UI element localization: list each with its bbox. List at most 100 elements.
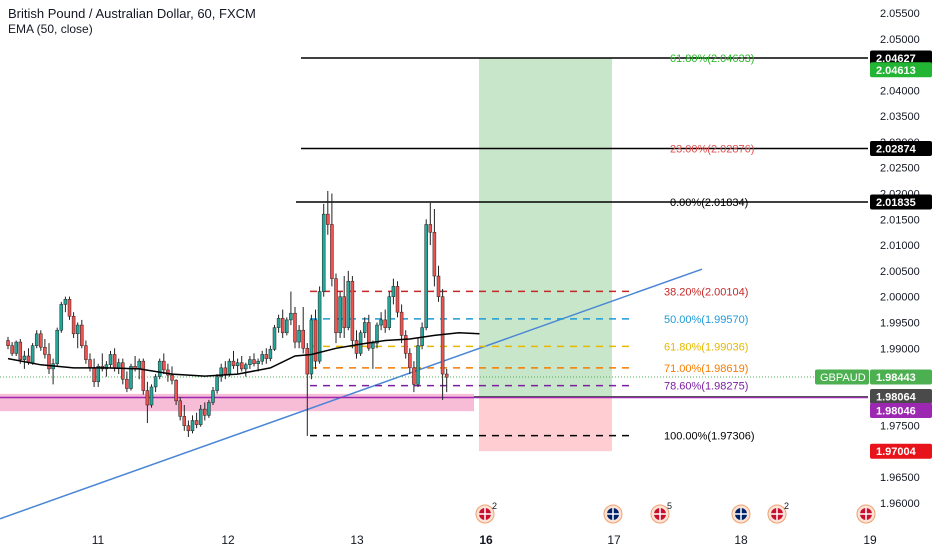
candle-53 [223, 367, 228, 375]
fib-label-6: 71.00%(1.98619) [664, 363, 748, 375]
fib-label-2: 0.00%(2.01834) [670, 197, 748, 209]
price-badge-2 [870, 140, 932, 156]
candle-47 [198, 408, 203, 425]
event-marker-2[interactable]: 5 [650, 501, 672, 524]
candle-76 [317, 291, 322, 362]
candle-65 [272, 327, 277, 350]
candle-70 [293, 312, 297, 343]
candle-75 [313, 319, 318, 362]
candle-59 [248, 359, 252, 366]
candle-46 [194, 420, 199, 425]
candle-78 [326, 213, 330, 225]
candle-44 [186, 425, 191, 432]
candle-10 [47, 354, 51, 370]
time-tick: 18 [734, 533, 748, 547]
event-marker-4[interactable]: 2 [767, 501, 789, 524]
candle-34 [145, 390, 150, 406]
indicator-legend: EMA (50, close) [8, 22, 93, 36]
candle-36 [153, 376, 158, 388]
time-tick: 17 [607, 533, 621, 547]
candle-99 [412, 367, 416, 385]
price-badge-text-6: 1.98046 [876, 405, 916, 417]
price-tick: 1.96500 [880, 472, 920, 484]
fib-label-0: 61.80%(2.04633) [670, 53, 754, 65]
candle-6 [30, 345, 35, 363]
candle-40 [170, 374, 174, 381]
time-tick: 13 [350, 533, 364, 547]
candle-107 [444, 373, 449, 378]
price-badge-4 [870, 369, 932, 385]
fib-label-3: 38.20%(2.00104) [664, 286, 748, 298]
candle-90 [375, 324, 379, 344]
candle-63 [264, 354, 269, 359]
price-tick: 2.04000 [880, 85, 920, 97]
event-marker-1[interactable] [603, 504, 623, 524]
candle-41 [174, 379, 178, 402]
candle-95 [395, 286, 400, 313]
candle-93 [387, 296, 392, 328]
price-badge-5 [870, 389, 932, 405]
candle-80 [334, 278, 338, 334]
trend-line[interactable] [0, 268, 703, 520]
candle-12 [55, 329, 59, 364]
candle-37 [157, 360, 162, 377]
candle-87 [362, 322, 367, 334]
candle-64 [268, 349, 273, 359]
time-tick: 11 [92, 533, 105, 547]
candle-38 [162, 360, 166, 371]
drawing-lines[interactable] [0, 57, 868, 520]
candle-81 [338, 296, 342, 334]
candle-66 [276, 318, 281, 328]
event-marker-5[interactable] [856, 504, 876, 524]
time-tick: 16 [479, 533, 493, 547]
candle-83 [346, 280, 351, 328]
candle-89 [371, 342, 375, 349]
candle-69 [289, 312, 293, 321]
price-badge-text-2: 2.02874 [876, 143, 917, 155]
candle-28 [121, 362, 125, 380]
candle-58 [244, 364, 248, 370]
candle-97 [403, 335, 408, 354]
candle-50 [211, 390, 215, 403]
price-tick: 1.97500 [880, 421, 920, 433]
candle-96 [399, 311, 404, 336]
event-marker-0[interactable]: 2 [475, 501, 497, 524]
price-badge-7 [870, 443, 932, 459]
candle-16 [71, 316, 76, 335]
candle-84 [350, 280, 355, 341]
candle-104 [432, 231, 437, 277]
candle-55 [231, 360, 236, 367]
time-axis[interactable]: 11 12 13 16 17 18 19 [92, 533, 877, 547]
ema-50-line [7, 332, 480, 377]
candle-0 [6, 340, 10, 346]
time-tick: 12 [221, 533, 235, 547]
candle-20 [88, 359, 92, 369]
symbol-badge-text: GBPAUD [820, 372, 866, 384]
candle-91 [379, 319, 383, 326]
event-markers[interactable]: 2 5 2 [475, 501, 876, 524]
candle-26 [112, 354, 117, 369]
price-badge-text-5: 1.98064 [876, 392, 917, 404]
candle-19 [84, 345, 88, 360]
price-tick: 2.00500 [880, 266, 920, 278]
candle-86 [358, 332, 363, 354]
candle-2 [14, 341, 18, 354]
price-tick: 2.05000 [880, 34, 920, 46]
event-marker-3[interactable] [731, 504, 751, 524]
candle-74 [309, 319, 314, 375]
candle-73 [305, 348, 310, 375]
candle-88 [367, 322, 371, 349]
candle-60 [252, 359, 256, 364]
price-badge-6 [870, 402, 932, 418]
candle-29 [125, 378, 129, 389]
candle-71 [297, 329, 301, 343]
price-tick: 2.00000 [880, 292, 920, 304]
price-tick: 2.01500 [880, 214, 920, 226]
candle-8 [39, 333, 43, 348]
candle-102 [424, 224, 428, 328]
candle-98 [408, 353, 412, 369]
candle-56 [235, 362, 240, 367]
